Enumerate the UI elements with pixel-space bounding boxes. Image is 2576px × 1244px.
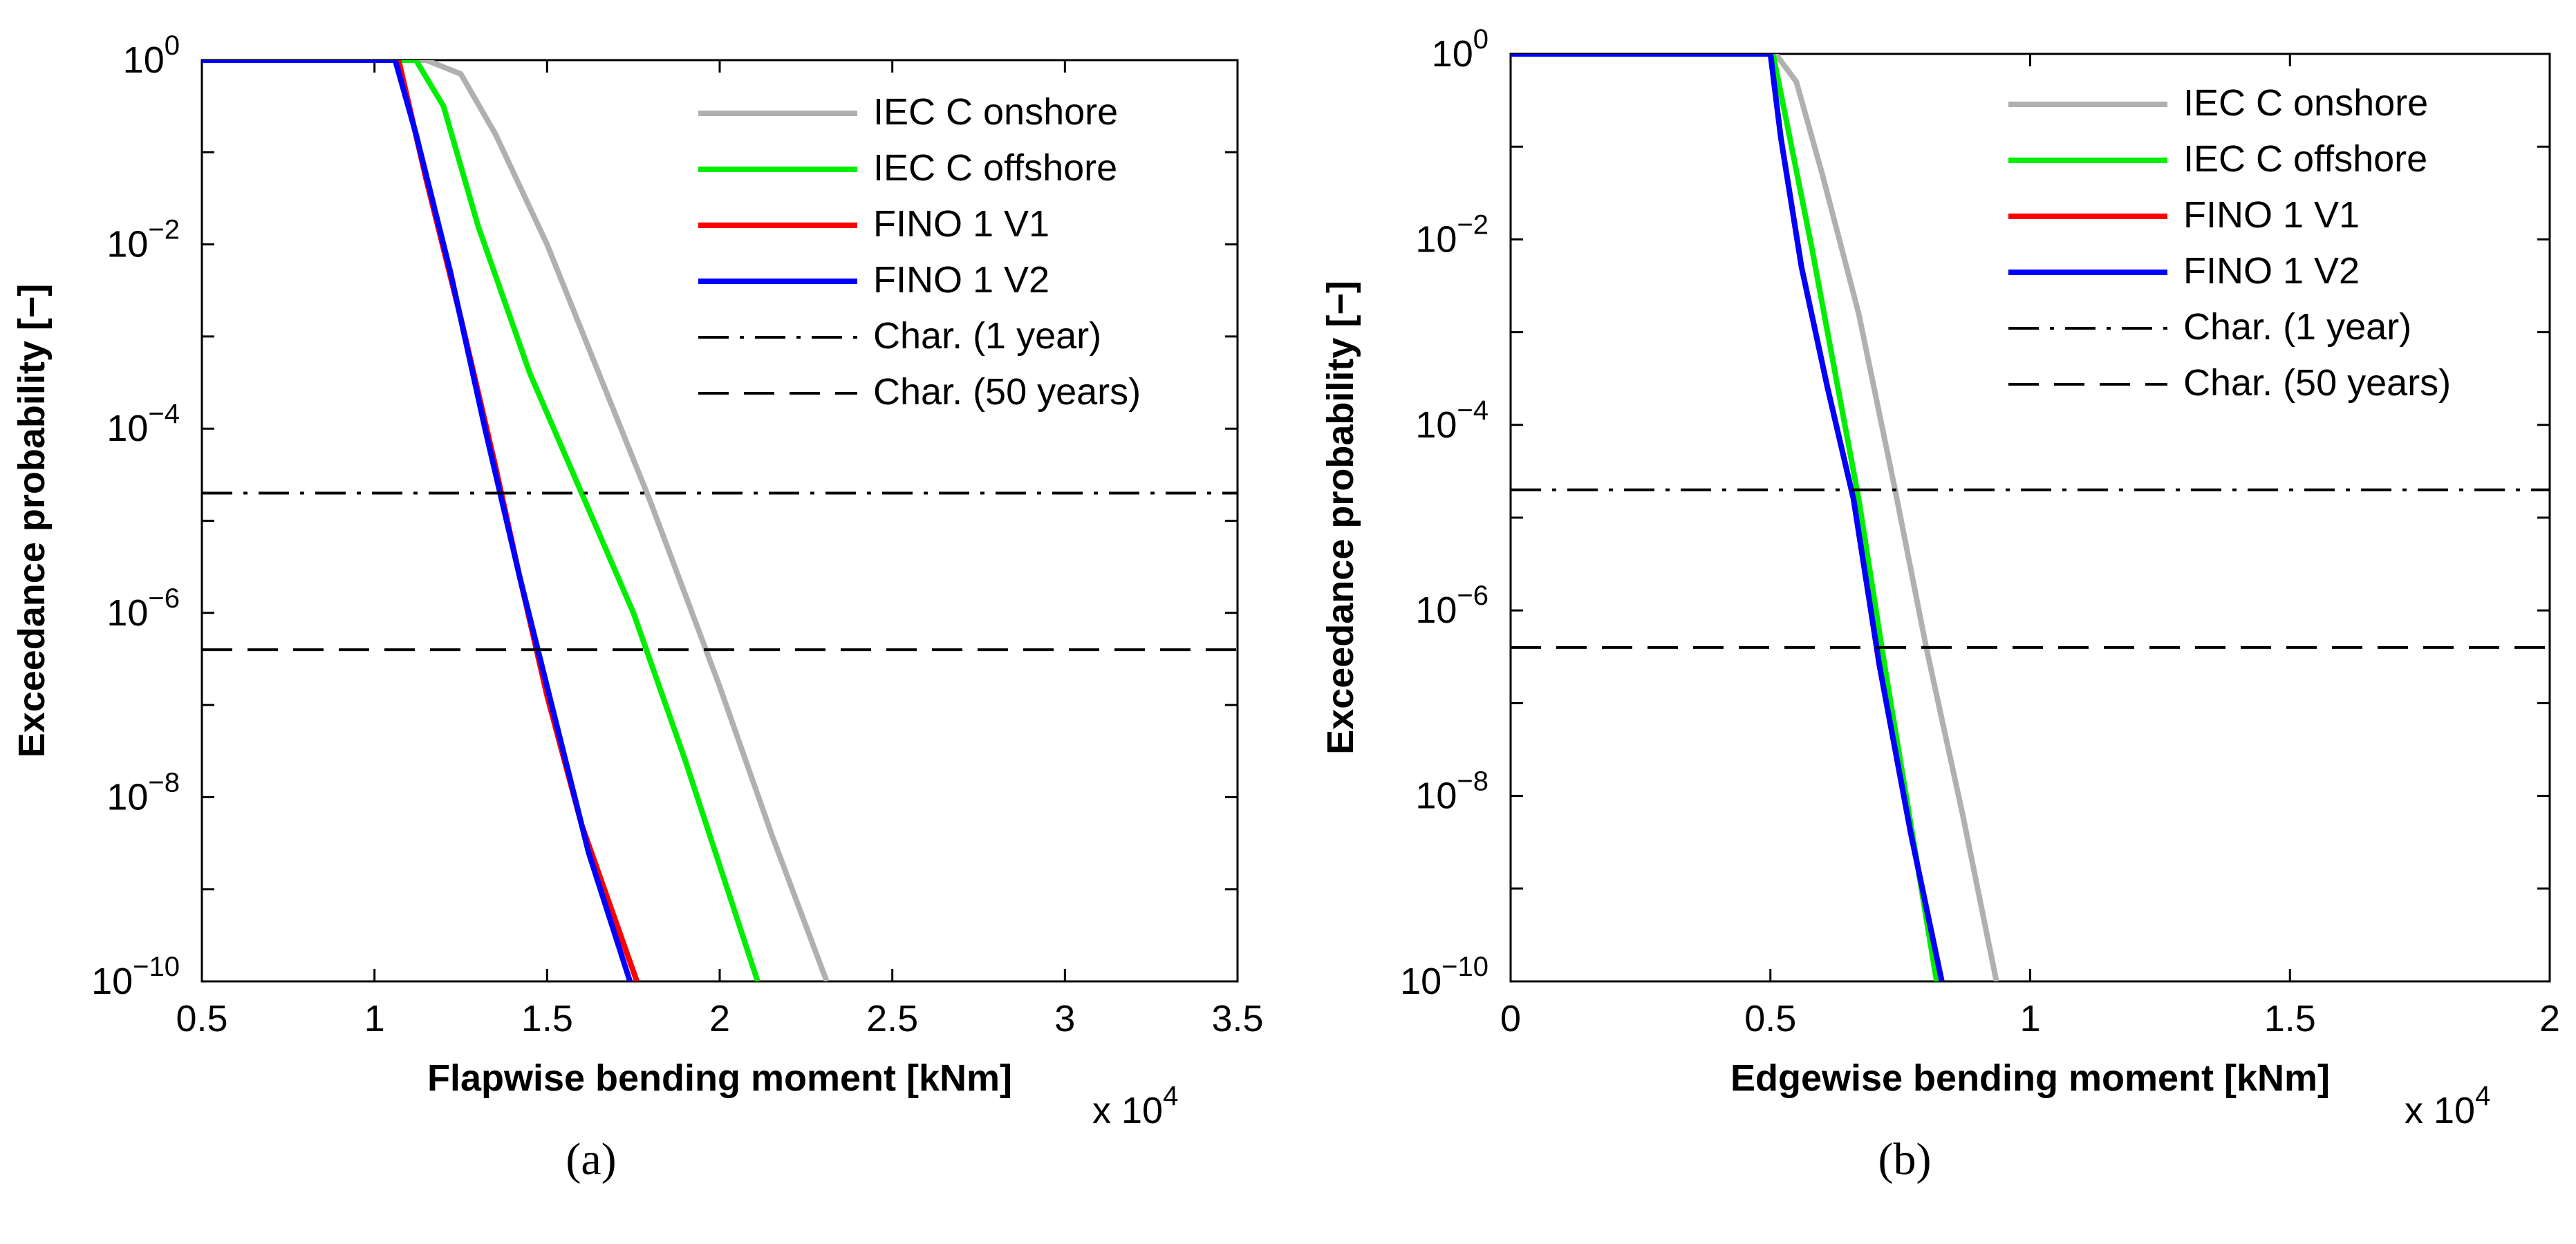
- panel-a-ytick-label: 100: [123, 30, 180, 81]
- panel-b-ytick-label: 10−2: [1415, 209, 1488, 260]
- panel-a-ytick-label: 10−10: [91, 952, 180, 1002]
- panel-b-xlabel: Edgewise bending moment [kNm]: [1730, 1057, 2330, 1099]
- panel-b-series-fino-1-v1: [1511, 54, 1945, 981]
- panel-b-legend-label-char-50-years: Char. (50 years): [2183, 362, 2451, 404]
- panel-a-series-fino-1-v1: [202, 60, 640, 981]
- panel-a-xtick-label: 3: [1054, 998, 1075, 1039]
- panel-b-ytick-label: 10−8: [1415, 766, 1488, 817]
- panel-b-legend-label-iec-c-onshore: IEC C onshore: [2183, 82, 2428, 124]
- panel-a-xtick-label: 1: [364, 998, 385, 1039]
- panel-a-series-fino-1-v2: [202, 60, 633, 981]
- panel-caption-b: (b): [1878, 1134, 1932, 1185]
- panel-a-xtick-label: 0.5: [176, 998, 227, 1039]
- panel-b-ytick-label: 10−10: [1400, 952, 1488, 1002]
- panel-a-xtick-label: 2.5: [866, 998, 918, 1039]
- panel-a-legend-label-iec-c-offshore: IEC C offshore: [873, 147, 1117, 189]
- panel-b-ytick-label: 10−6: [1415, 581, 1488, 631]
- panel-a: 0.5 1 1.5 2 2.5 3 3.5 100 10−2 10−4 10−6 10−8 10−10 x…: [11, 30, 1264, 1131]
- panel-a-ytick-label: 10−8: [106, 767, 180, 818]
- panel-a-series-group: [202, 60, 1238, 981]
- panel-b-xtick-label: 2: [2539, 998, 2560, 1039]
- panel-a-series-iec-c-offshore: [202, 60, 760, 981]
- panel-b-xtick-label: 0.5: [1744, 998, 1796, 1039]
- panel-b-ytick-label: 100: [1432, 24, 1488, 75]
- panel-b-xtick-label: 1: [2019, 998, 2040, 1039]
- panel-b-series-iec-c-onshore: [1511, 54, 1999, 981]
- panel-b-axes-box: [1509, 53, 2551, 983]
- panel-a-legend-label-fino-1-v1: FINO 1 V1: [873, 203, 1049, 245]
- panel-b-ylabel: Exceedance probability [−]: [1320, 281, 1361, 755]
- panel-a-ytick-label: 10−2: [106, 215, 180, 265]
- panel-b-xtick-label: 1.5: [2264, 998, 2316, 1039]
- panel-b-series-fino-1-v2: [1511, 54, 1945, 981]
- panel-a-legend-label-fino-1-v2: FINO 1 V2: [873, 259, 1049, 301]
- panel-a-legend-label-iec-c-onshore: IEC C onshore: [873, 91, 1118, 133]
- panel-a-legend-label-char-1-year: Char. (1 year): [873, 315, 1101, 357]
- panel-a-xtick-label: 2: [709, 998, 730, 1039]
- panel-b-series-iec-c-offshore: [1511, 54, 1940, 981]
- panel-a-ytick-label: 10−6: [106, 583, 180, 634]
- panel-a-x-multiplier: x 104: [1092, 1081, 1178, 1131]
- panel-b-legend-label-fino-1-v2: FINO 1 V2: [2183, 250, 2360, 292]
- panel-a-series-iec-c-onshore: [202, 60, 830, 981]
- panel-b-legend-label-iec-c-offshore: IEC C offshore: [2183, 138, 2427, 180]
- panel-b-legend-label-fino-1-v1: FINO 1 V1: [2183, 194, 2360, 236]
- panel-a-ylabel: Exceedance probability [−]: [11, 284, 53, 758]
- panel-b-xtick-label: 0: [1500, 998, 1521, 1039]
- panel-b-legend-label-char-1-year: Char. (1 year): [2183, 306, 2411, 348]
- panel-b-x-multiplier: x 104: [2405, 1081, 2490, 1131]
- panel-a-legend-label-char-50-years: Char. (50 years): [873, 371, 1141, 413]
- panel-a-xlabel: Flapwise bending moment [kNm]: [427, 1057, 1012, 1099]
- panel-b: 0 0.5 1 1.5 2 100 10−2 10−4 10−6 10−8 10−10 x 104 Ed…: [1320, 24, 2560, 1131]
- panel-a-xtick-label: 3.5: [1211, 998, 1263, 1039]
- panel-a-axes-box: [200, 59, 1239, 983]
- panel-a-ytick-label: 10−4: [106, 399, 180, 449]
- panel-caption-a: (a): [566, 1134, 617, 1185]
- panel-b-series-group: [1511, 54, 2550, 981]
- panel-a-xtick-label: 1.5: [521, 998, 573, 1039]
- panel-b-ytick-label: 10−4: [1415, 395, 1488, 446]
